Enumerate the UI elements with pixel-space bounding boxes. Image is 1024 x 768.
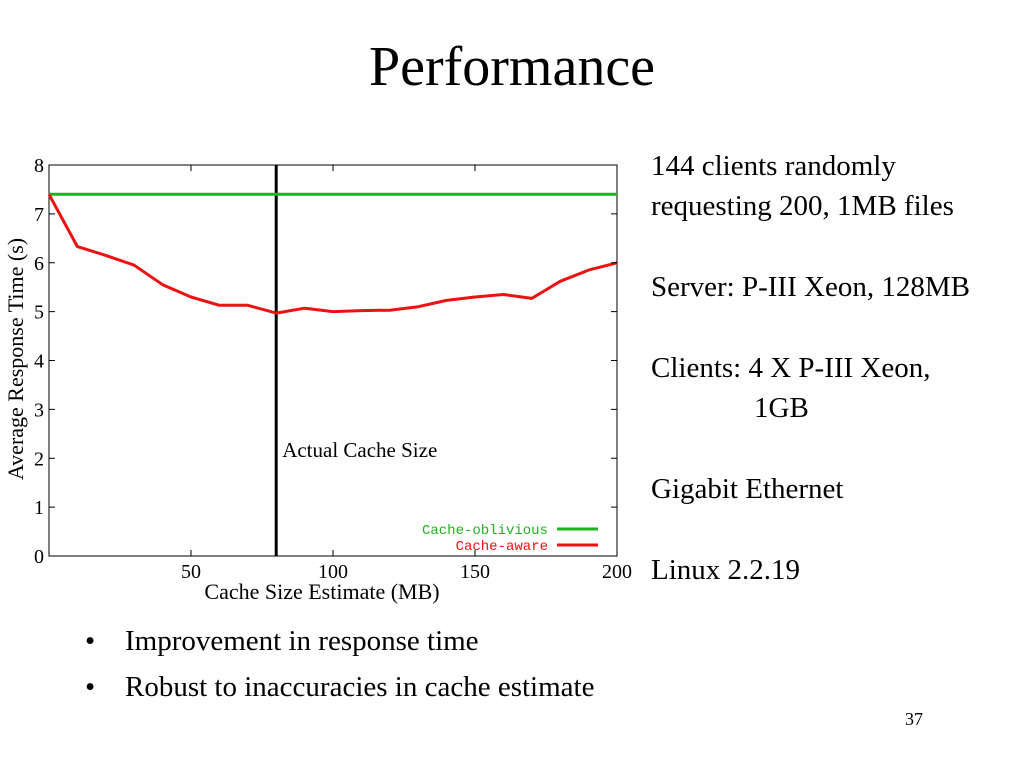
cache-aware-line (47, 193, 618, 315)
y-tick-label: 1 (34, 497, 44, 519)
bullet-list: Improvement in response time Robust to i… (85, 618, 594, 710)
bullet-item: Robust to inaccuracies in cache estimate (85, 664, 594, 710)
setup-os: Linux 2.2.19 (651, 554, 801, 586)
x-tick-label: 200 (602, 561, 632, 583)
x-tick-label: 100 (318, 561, 348, 583)
setup-client-machines-2: 1GB (754, 392, 809, 424)
plot-frame (48, 164, 618, 557)
setup-server: Server: P-III Xeon, 128MB (651, 271, 970, 303)
y-axis-label: Average Response Time (s) (3, 238, 28, 480)
legend-label: Cache-aware (456, 539, 548, 555)
x-axis-label: Cache Size Estimate (MB) (204, 579, 439, 604)
x-tick-label: 50 (181, 561, 201, 583)
y-tick-label: 6 (34, 253, 44, 275)
setup-clients-desc-2: requesting 200, 1MB files (651, 190, 954, 222)
page-number: 37 (905, 709, 923, 729)
legend-label: Cache-oblivious (422, 523, 548, 539)
x-tick-label: 150 (460, 561, 490, 583)
y-tick-label: 7 (34, 204, 44, 226)
y-tick-label: 8 (34, 155, 44, 177)
y-tick-label: 2 (34, 448, 44, 470)
slide-title: Performance (368, 36, 656, 98)
bullet-item: Improvement in response time (85, 618, 594, 664)
y-tick-label: 3 (34, 399, 44, 421)
actual-cache-size-label: Actual Cache Size (282, 438, 437, 462)
y-tick-label: 5 (34, 302, 44, 324)
setup-client-machines-1: Clients: 4 X P-III Xeon, (651, 352, 931, 384)
y-tick-label: 4 (34, 351, 44, 373)
y-tick-label: 0 (34, 546, 44, 568)
setup-network: Gigabit Ethernet (651, 473, 844, 505)
setup-clients-desc-1: 144 clients randomly (651, 150, 896, 182)
setup-info: 144 clients randomly requesting 200, 1MB… (651, 146, 970, 590)
